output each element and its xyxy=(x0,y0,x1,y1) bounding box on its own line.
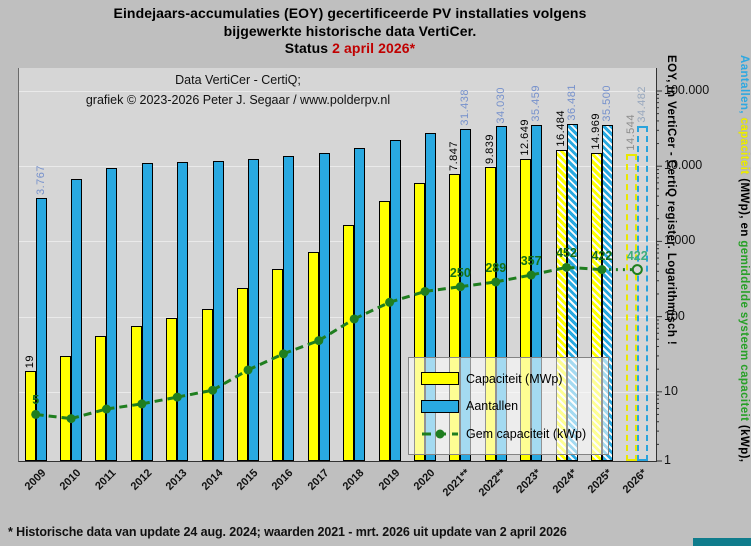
gridline xyxy=(19,316,655,318)
y-axis-title-kwp: (kWp), xyxy=(738,421,750,463)
y-tick-label: 1.000 xyxy=(664,233,696,248)
bar-aantallen-2021** xyxy=(460,128,472,461)
bar-aantallen-2011 xyxy=(106,168,118,461)
y-axis-title: Aantallen, capaciteit (MWp), en gemiddel… xyxy=(664,55,750,541)
bar-aantallen-2018 xyxy=(354,147,366,461)
bar-capaciteit-2011 xyxy=(95,336,107,461)
capaciteit-swatch xyxy=(421,372,459,385)
bar-value-label: 12.649 xyxy=(519,118,532,156)
bar-capaciteit-2017 xyxy=(307,251,319,461)
bar-value-label: 34.030 xyxy=(494,86,507,124)
bar-capaciteit-2010 xyxy=(60,355,72,461)
bar-value-label: 35.500 xyxy=(600,85,613,122)
bar-aantallen-2013 xyxy=(177,162,189,461)
legend-label-aantallen: Aantallen xyxy=(466,399,519,413)
attribution: Data VertiCer - CertiQ; grafiek © 2023-2… xyxy=(22,70,454,110)
y-tick-label: 10 xyxy=(664,383,678,398)
legend-item-gem-capaciteit: Gem capaciteit (kWp) xyxy=(421,427,608,441)
bar-value-label: 35.459 xyxy=(530,85,543,122)
y-axis-title-mwp: (MWp), en xyxy=(738,174,750,241)
legend-item-capaciteit: Capaciteit (MWp) xyxy=(421,372,608,386)
bar-aantallen-2025* xyxy=(601,124,613,461)
bar-capaciteit-2018 xyxy=(343,225,355,461)
gem-line-swatch xyxy=(422,429,458,438)
bar-capaciteit-2026* xyxy=(626,153,638,461)
legend-label-capaciteit: Capaciteit (MWp) xyxy=(466,371,563,386)
bar-capaciteit-2014 xyxy=(201,309,213,461)
bar-aantallen-2017 xyxy=(318,152,330,461)
y-axis-title-capaciteit: capaciteit xyxy=(738,117,750,175)
bar-capaciteit-2015 xyxy=(237,288,249,461)
bar-aantallen-2020 xyxy=(424,133,436,461)
gridline xyxy=(19,91,655,92)
bar-capaciteit-2009 xyxy=(24,370,36,461)
bar-aantallen-2014 xyxy=(212,160,224,461)
y-tick-label: 100 xyxy=(664,308,685,323)
bar-capaciteit-2025* xyxy=(590,153,602,461)
bar-capaciteit-2022** xyxy=(484,166,496,461)
legend-label-gem-capaciteit: Gem capaciteit (kWp) xyxy=(466,426,587,441)
y-axis-title-line2: EOY, in VertiCer - CertiQ register. Loga… xyxy=(665,55,677,346)
title-status: Status 2 april 2026* xyxy=(0,40,700,58)
bar-aantallen-2023* xyxy=(531,124,543,461)
bar-value-label: 3.767 xyxy=(34,165,47,196)
chart-title: Eindejaars-accumulaties (EOY) gecertific… xyxy=(0,5,700,58)
bar-aantallen-2019 xyxy=(389,140,401,461)
y-axis-title-aantallen: Aantallen, xyxy=(738,55,750,118)
bar-value-label: 31.438 xyxy=(459,89,472,126)
gem-value-label: 250 xyxy=(449,265,471,280)
gridline xyxy=(19,166,655,168)
bar-value-label: 9.839 xyxy=(483,133,496,164)
y-axis-title-line1: Aantallen, capaciteit (MWp), en gemiddel… xyxy=(737,55,750,541)
y-tick-label: 100.000 xyxy=(664,83,710,97)
gem-value-label: 452 xyxy=(556,246,577,261)
bar-aantallen-2016 xyxy=(283,156,295,461)
bar-aantallen-2022** xyxy=(495,126,507,461)
y-axis-title-gem: gemiddelde systeem capaciteit xyxy=(738,240,750,422)
bar-aantallen-2009 xyxy=(35,198,47,461)
bar-value-label: 7.847 xyxy=(448,141,461,172)
bar-value-label: 19 xyxy=(23,354,36,368)
bar-aantallen-2015 xyxy=(248,159,260,461)
legend-item-aantallen: Aantallen xyxy=(421,399,608,413)
status-date: 2 april 2026* xyxy=(332,40,416,56)
bar-capaciteit-2012 xyxy=(130,325,142,461)
bar-value-label: 36.481 xyxy=(565,84,578,121)
gem-value-label: 422 xyxy=(626,248,648,263)
gem-value-label: 357 xyxy=(520,254,542,269)
aantallen-swatch xyxy=(421,399,459,413)
bar-aantallen-2010 xyxy=(71,178,83,461)
bar-aantallen-2012 xyxy=(141,163,153,461)
title-line2: bijgewerkte historische data VertiCer. xyxy=(223,22,477,39)
y-tick-label: 1 xyxy=(664,453,671,467)
footnote: * Historische data van update 24 aug. 20… xyxy=(8,525,567,539)
bar-capaciteit-2019 xyxy=(378,200,390,461)
bar-value-label: 34.482 xyxy=(636,86,649,123)
bar-capaciteit-2024* xyxy=(555,149,567,461)
legend: Capaciteit (MWp) Aantallen Gem capacitei… xyxy=(408,357,609,455)
bar-capaciteit-2016 xyxy=(272,268,284,461)
gem-value-label: 5 xyxy=(32,393,40,408)
y-tick-label: 10.000 xyxy=(664,158,703,173)
attribution-line2: grafiek © 2023-2026 Peter J. Segaar / ww… xyxy=(85,93,391,107)
status-prefix: Status xyxy=(284,40,333,56)
bar-capaciteit-2021** xyxy=(449,174,461,461)
bar-capaciteit-2023* xyxy=(520,158,532,461)
bar-aantallen-2026* xyxy=(637,125,649,461)
bottom-right-strip xyxy=(693,538,751,546)
bar-capaciteit-2013 xyxy=(166,318,178,461)
gridline xyxy=(19,241,655,243)
attribution-line1: Data VertiCer - CertiQ; xyxy=(175,73,301,87)
bar-aantallen-2024* xyxy=(566,123,578,461)
title-line1: Eindejaars-accumulaties (EOY) gecertific… xyxy=(113,5,587,21)
gem-value-label: 289 xyxy=(485,260,507,275)
bar-capaciteit-2020 xyxy=(413,183,425,461)
gem-value-label: 422 xyxy=(591,248,613,263)
gridline xyxy=(19,391,655,393)
